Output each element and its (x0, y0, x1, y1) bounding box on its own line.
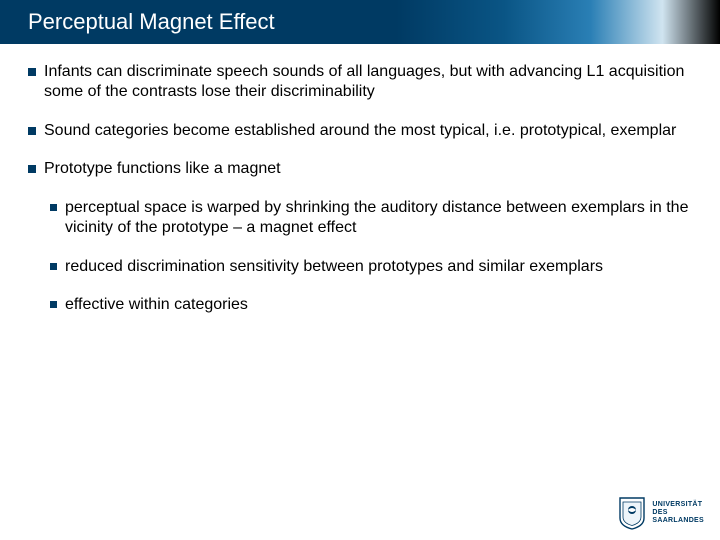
bullet-marker-icon (28, 127, 36, 135)
bullet-text: Sound categories become established arou… (44, 121, 676, 141)
bullet-marker-icon (50, 204, 57, 211)
bullet-marker-icon (50, 301, 57, 308)
sub-bullet-item: perceptual space is warped by shrinking … (50, 198, 692, 239)
university-logo: UNIVERSITÄT DES SAARLANDES (618, 496, 704, 530)
bullet-text: effective within categories (65, 295, 248, 315)
bullet-text: perceptual space is warped by shrinking … (65, 198, 692, 239)
bullet-item: Prototype functions like a magnet (28, 159, 692, 179)
bullet-text: Prototype functions like a magnet (44, 159, 281, 179)
bullet-text: reduced discrimination sensitivity betwe… (65, 257, 603, 277)
bullet-text: Infants can discriminate speech sounds o… (44, 62, 692, 103)
bullet-marker-icon (50, 263, 57, 270)
bullet-marker-icon (28, 165, 36, 173)
title-bar: Perceptual Magnet Effect (0, 0, 720, 44)
bullet-marker-icon (28, 68, 36, 76)
bullet-item: Sound categories become established arou… (28, 121, 692, 141)
slide-content: Infants can discriminate speech sounds o… (0, 44, 720, 316)
logo-line: UNIVERSITÄT (652, 501, 704, 509)
logo-line: DES (652, 509, 704, 517)
logo-text: UNIVERSITÄT DES SAARLANDES (652, 501, 704, 524)
sub-bullet-item: reduced discrimination sensitivity betwe… (50, 257, 692, 277)
shield-icon (618, 496, 646, 530)
slide-title: Perceptual Magnet Effect (28, 9, 275, 35)
sub-bullet-item: effective within categories (50, 295, 692, 315)
logo-line: SAARLANDES (652, 517, 704, 525)
bullet-item: Infants can discriminate speech sounds o… (28, 62, 692, 103)
